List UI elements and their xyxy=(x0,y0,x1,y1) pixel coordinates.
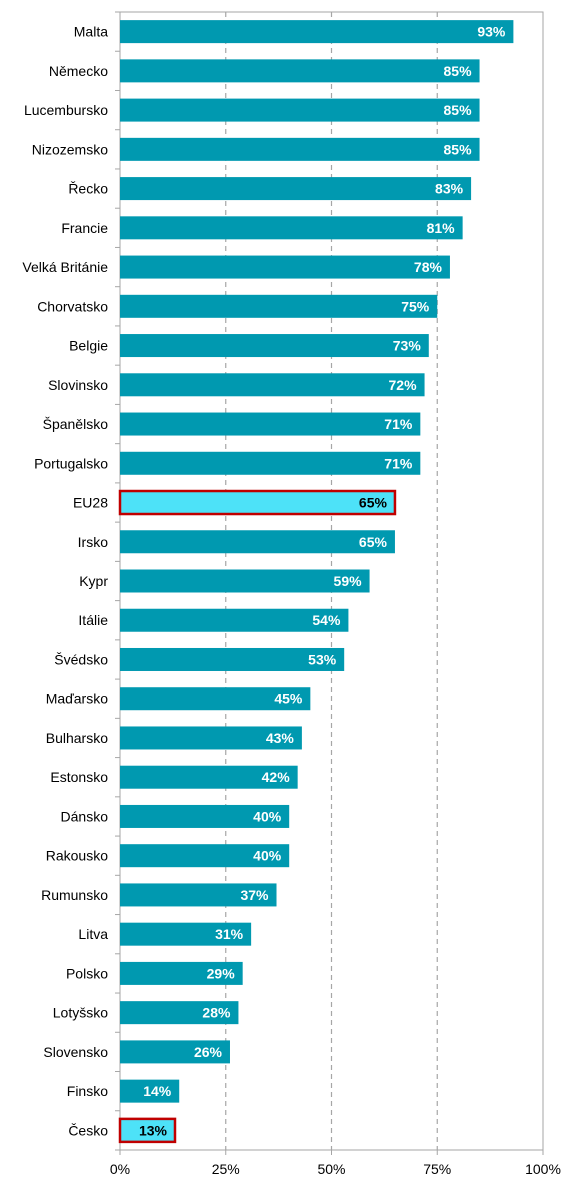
bar xyxy=(120,334,429,358)
category-label: Finsko xyxy=(67,1083,108,1099)
category-label: Rakousko xyxy=(46,848,108,864)
category-label: Lucembursko xyxy=(24,102,108,118)
category-label: Itálie xyxy=(78,612,108,628)
category-label: Francie xyxy=(61,220,108,236)
data-label: 73% xyxy=(393,338,422,354)
x-tick-label: 50% xyxy=(317,1161,345,1177)
x-tick-label: 0% xyxy=(110,1161,130,1177)
category-label: Estonsko xyxy=(50,769,108,785)
category-label: Kypr xyxy=(79,573,108,589)
data-label: 65% xyxy=(359,534,388,550)
data-label: 40% xyxy=(253,808,282,824)
bar xyxy=(120,804,290,828)
data-label: 29% xyxy=(207,965,236,981)
bar xyxy=(120,412,421,436)
category-label: Portugalsko xyxy=(34,455,108,471)
category-label: Bulharsko xyxy=(46,730,108,746)
bar xyxy=(120,765,298,789)
data-label: 28% xyxy=(202,1005,231,1021)
data-label: 26% xyxy=(194,1044,223,1060)
category-label: Maďarsko xyxy=(46,691,109,707)
bar xyxy=(120,922,252,946)
category-label: Německo xyxy=(49,63,108,79)
data-label: 81% xyxy=(427,220,456,236)
bar xyxy=(120,961,243,985)
bar xyxy=(120,255,450,279)
data-label: 45% xyxy=(274,691,303,707)
category-label: Španělsko xyxy=(43,416,109,432)
data-label: 85% xyxy=(444,141,473,157)
x-tick-label: 75% xyxy=(423,1161,451,1177)
highlighted-bar xyxy=(118,1117,177,1144)
bar xyxy=(120,294,438,318)
category-label: Dánsko xyxy=(61,808,109,824)
data-label: 31% xyxy=(215,926,244,942)
category-label: Slovensko xyxy=(43,1044,108,1060)
x-tick-label: 100% xyxy=(525,1161,561,1177)
category-label: Řecko xyxy=(68,181,108,197)
category-label: Litva xyxy=(78,926,108,942)
category-label: Rumunsko xyxy=(41,887,108,903)
data-label: 83% xyxy=(435,181,464,197)
category-label: Lotyšsko xyxy=(53,1005,108,1021)
bar xyxy=(120,216,463,240)
category-label: Belgie xyxy=(69,338,108,354)
data-label: 75% xyxy=(401,298,430,314)
data-label: 65% xyxy=(359,495,388,511)
category-label: Polsko xyxy=(66,965,108,981)
data-label: 54% xyxy=(312,612,341,628)
data-label: 85% xyxy=(444,63,473,79)
data-label: 71% xyxy=(384,455,413,471)
data-label: 78% xyxy=(414,259,443,275)
bar xyxy=(120,647,345,671)
category-label: Slovinsko xyxy=(48,377,108,393)
bar xyxy=(120,530,395,554)
bar xyxy=(120,1040,230,1064)
bar xyxy=(120,1079,180,1103)
category-label: Velká Británie xyxy=(22,259,108,275)
x-tick-label: 25% xyxy=(212,1161,240,1177)
data-label: 85% xyxy=(444,102,473,118)
data-label: 14% xyxy=(143,1083,172,1099)
bar xyxy=(120,373,425,397)
category-label: EU28 xyxy=(73,495,108,511)
data-label: 53% xyxy=(308,651,337,667)
data-label: 37% xyxy=(240,887,269,903)
data-label: 59% xyxy=(334,573,363,589)
bar xyxy=(120,883,277,907)
category-label: Česko xyxy=(68,1122,108,1138)
data-label: 40% xyxy=(253,848,282,864)
data-label: 42% xyxy=(262,769,291,785)
bar xyxy=(120,844,290,868)
category-label: Švédsko xyxy=(54,651,108,667)
bar xyxy=(120,98,480,122)
bar xyxy=(120,1001,239,1025)
data-label: 72% xyxy=(389,377,418,393)
bar xyxy=(120,608,349,632)
data-label: 13% xyxy=(139,1122,168,1138)
data-label: 43% xyxy=(266,730,295,746)
data-label: 71% xyxy=(384,416,413,432)
bar xyxy=(120,451,421,475)
bar xyxy=(120,20,514,44)
highlighted-bar xyxy=(118,489,397,516)
category-label: Malta xyxy=(74,24,108,40)
bar xyxy=(120,726,302,750)
bar xyxy=(120,59,480,83)
category-label: Chorvatsko xyxy=(37,298,108,314)
bar xyxy=(120,177,472,201)
bar xyxy=(120,569,370,593)
data-label: 93% xyxy=(477,24,506,40)
category-label: Irsko xyxy=(78,534,109,550)
bar xyxy=(120,687,311,711)
bar xyxy=(120,137,480,161)
category-label: Nizozemsko xyxy=(32,141,108,157)
